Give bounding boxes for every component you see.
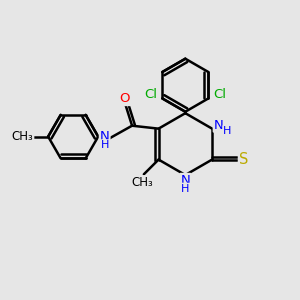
Text: N: N xyxy=(100,130,110,143)
Text: N: N xyxy=(214,118,224,132)
Text: CH₃: CH₃ xyxy=(131,176,153,189)
Text: Cl: Cl xyxy=(213,88,226,101)
Text: CH₃: CH₃ xyxy=(12,130,33,143)
Text: O: O xyxy=(120,92,130,105)
Text: N: N xyxy=(181,174,190,187)
Text: H: H xyxy=(181,184,190,194)
Text: H: H xyxy=(223,126,232,136)
Text: S: S xyxy=(239,152,248,167)
Text: H: H xyxy=(100,140,109,150)
Text: Cl: Cl xyxy=(145,88,158,101)
